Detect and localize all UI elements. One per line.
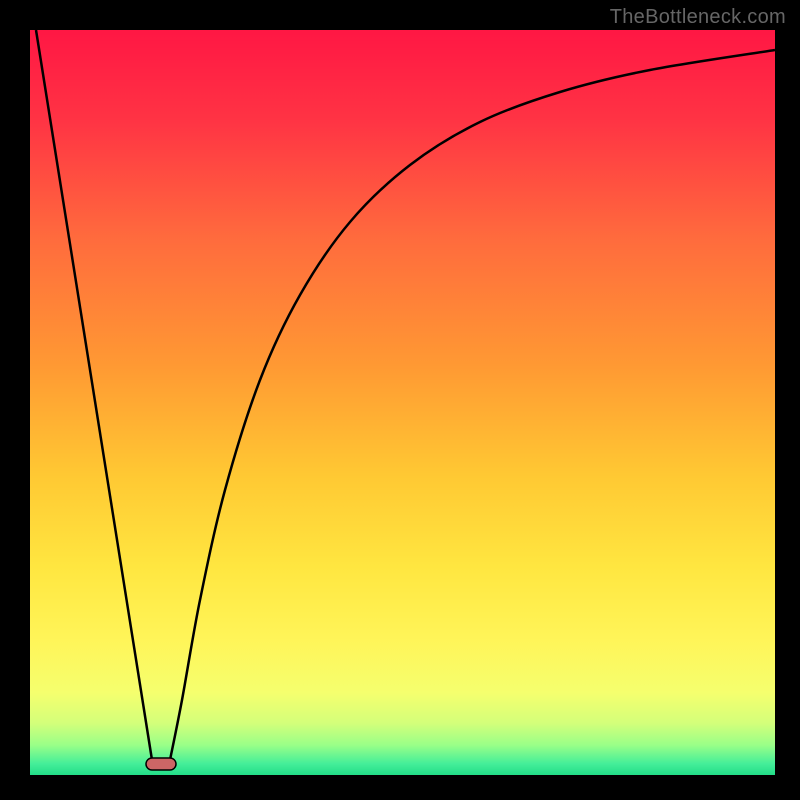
plot-area: [30, 30, 775, 775]
minimum-marker: [146, 758, 176, 770]
chart-svg: [0, 0, 800, 800]
bottleneck-chart: [0, 0, 800, 800]
watermark-text: TheBottleneck.com: [610, 6, 786, 29]
